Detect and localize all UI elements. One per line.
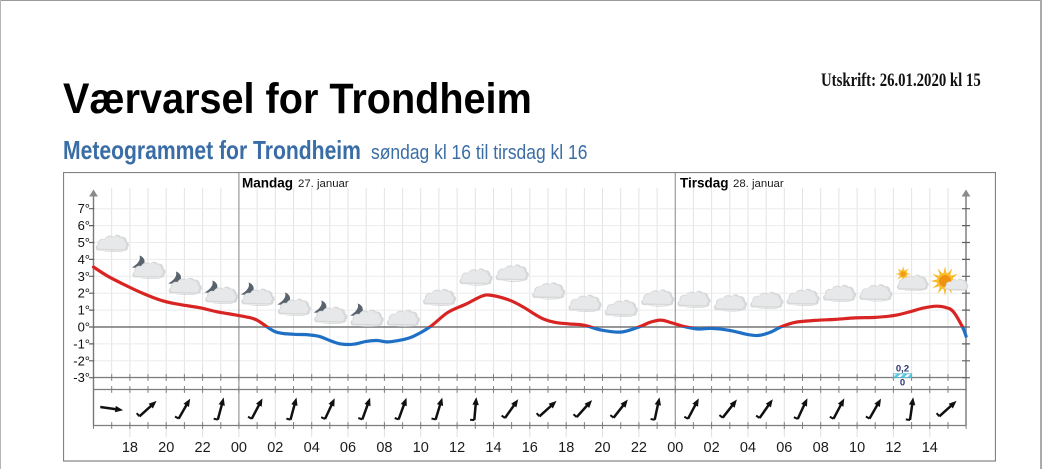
svg-text:20: 20: [158, 440, 174, 456]
svg-text:00: 00: [231, 440, 247, 456]
svg-text:08: 08: [813, 440, 829, 456]
svg-text:14: 14: [922, 440, 938, 456]
svg-text:06: 06: [776, 440, 792, 456]
svg-text:06: 06: [340, 440, 356, 456]
svg-text:3°: 3°: [78, 269, 90, 284]
svg-text:0: 0: [900, 378, 905, 389]
svg-text:0,2: 0,2: [896, 364, 909, 375]
svg-text:18: 18: [558, 440, 574, 456]
svg-text:02: 02: [267, 440, 283, 456]
svg-text:7°: 7°: [78, 201, 90, 216]
svg-text:22: 22: [195, 440, 211, 456]
svg-text:02: 02: [704, 440, 720, 456]
svg-text:1°: 1°: [78, 303, 90, 318]
svg-text:28. januar: 28. januar: [733, 178, 784, 190]
svg-text:10: 10: [413, 440, 429, 456]
svg-text:18: 18: [122, 440, 138, 456]
svg-text:6°: 6°: [78, 218, 90, 233]
svg-text:04: 04: [740, 440, 756, 456]
svg-text:12: 12: [449, 440, 465, 456]
svg-text:10: 10: [849, 440, 865, 456]
svg-text:5°: 5°: [78, 235, 90, 250]
svg-text:20: 20: [594, 440, 610, 456]
svg-text:-3°: -3°: [73, 370, 90, 385]
svg-text:27. januar: 27. januar: [298, 178, 349, 190]
svg-text:14: 14: [485, 440, 501, 456]
svg-text:16: 16: [522, 440, 538, 456]
svg-text:4°: 4°: [78, 252, 90, 267]
svg-text:00: 00: [667, 440, 683, 456]
svg-text:Mandag: Mandag: [242, 176, 293, 191]
svg-text:2°: 2°: [78, 286, 90, 301]
svg-text:08: 08: [376, 440, 392, 456]
svg-text:04: 04: [304, 440, 320, 456]
svg-text:-1°: -1°: [73, 336, 90, 351]
svg-text:12: 12: [885, 440, 901, 456]
svg-text:Tirsdag: Tirsdag: [680, 176, 729, 191]
svg-text:-2°: -2°: [73, 353, 90, 368]
svg-text:0°: 0°: [78, 320, 90, 335]
svg-text:22: 22: [631, 440, 647, 456]
